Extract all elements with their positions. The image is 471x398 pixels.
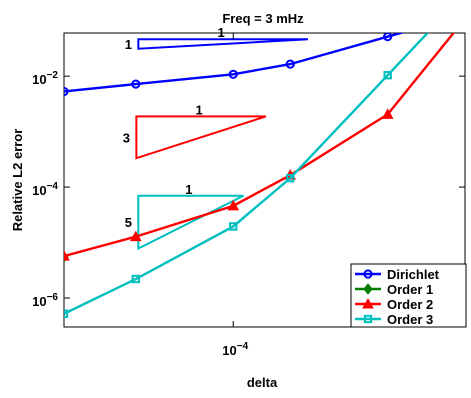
data-point-order-2 (381, 108, 394, 119)
series-dirichlet (64, 13, 463, 97)
data-point-order-2 (129, 230, 142, 242)
series-line-dirichlet (64, 33, 406, 93)
legend-label: Order 3 (387, 312, 433, 327)
legend-label: Dirichlet (387, 267, 440, 282)
data-point-dirichlet (131, 79, 141, 89)
legend-label: Order 2 (387, 297, 433, 312)
data-point-dirichlet (456, 13, 463, 20)
legend-marker (363, 269, 373, 279)
data-point-order-3 (456, 0, 462, 2)
data-point-order-2 (454, 21, 464, 30)
data-point-dirichlet (228, 69, 238, 79)
slope-triangles: 1 1 1 3 1 5 (123, 25, 309, 251)
y-axis-label: Relative L2 error (10, 129, 25, 232)
slope-run-label: 1 (185, 182, 192, 197)
data-point-dirichlet (64, 86, 69, 97)
slope-triangle (137, 38, 309, 50)
legend-label: Order 1 (387, 282, 433, 297)
data-point-order-3 (131, 274, 141, 284)
x-axis-label: delta (247, 375, 278, 390)
data-point-order-3 (64, 309, 69, 318)
tick-label: 10−4 (222, 341, 248, 358)
slope-run-label: 1 (195, 102, 202, 117)
legend-marker (363, 314, 373, 324)
slope-rise-label: 1 (125, 37, 132, 52)
slope-rise-label: 5 (125, 215, 132, 230)
tick-label: 10−2 (32, 70, 58, 87)
series-order-3 (64, 0, 462, 318)
legend-item-order-1: Order 1 (355, 282, 433, 297)
tick-label: 10−6 (32, 292, 58, 309)
axis-ticks: 10−6 10−4 10−2 10−4 (32, 33, 465, 358)
legend-marker (362, 297, 374, 309)
legend-item-dirichlet: Dirichlet (355, 267, 440, 282)
slope-triangle (135, 115, 267, 160)
slope-rise-label: 3 (123, 130, 130, 145)
data-point-order-3 (229, 222, 238, 231)
series-line-order-2 (64, 33, 456, 258)
data-point-dirichlet (285, 59, 295, 69)
data-point-dirichlet (383, 33, 393, 42)
data-point-order-3 (383, 71, 392, 80)
slope-run-label: 1 (218, 25, 225, 40)
series-layer (64, 0, 464, 318)
chart-title: Freq = 3 mHz (222, 11, 304, 26)
data-point-order-2 (64, 250, 70, 261)
slope-triangle (137, 194, 244, 251)
data-point-order-2 (227, 199, 240, 211)
series-line-order-3 (64, 33, 430, 315)
legend-item-order-2: Order 2 (355, 297, 433, 312)
data-point-order-3 (286, 173, 295, 183)
legend-item-order-3: Order 3 (355, 312, 433, 327)
tick-label: 10−4 (32, 181, 58, 198)
legend-marker (363, 283, 373, 295)
